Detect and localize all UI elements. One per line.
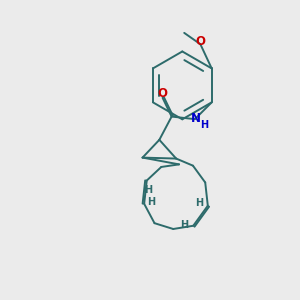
Text: H: H — [195, 198, 203, 208]
Text: N: N — [190, 112, 200, 125]
Text: H: H — [144, 184, 152, 195]
Text: H: H — [200, 120, 208, 130]
Text: H: H — [180, 220, 188, 230]
Text: H: H — [147, 197, 155, 207]
Text: O: O — [157, 87, 167, 101]
Text: O: O — [195, 35, 206, 48]
